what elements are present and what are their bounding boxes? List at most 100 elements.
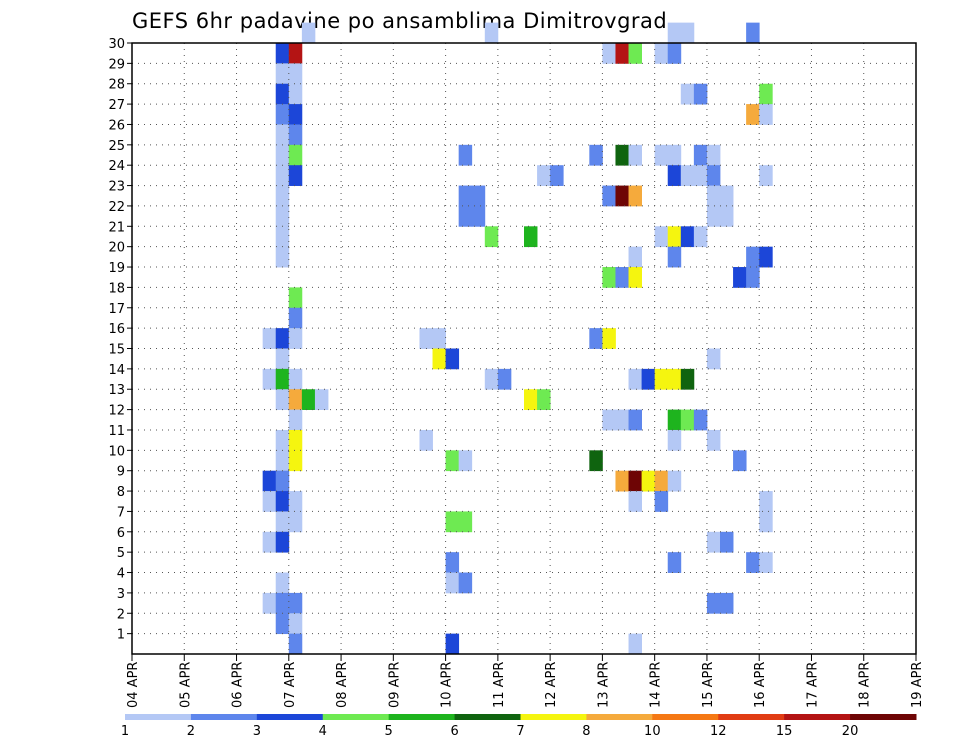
heatmap-cell xyxy=(759,246,773,268)
heatmap-cell xyxy=(484,368,499,390)
heatmap-cell xyxy=(680,83,695,105)
heatmap-cell xyxy=(680,22,695,44)
heatmap-cell xyxy=(706,531,721,553)
colorbar-label: 2 xyxy=(187,724,195,739)
heatmap-cell xyxy=(275,572,290,594)
heatmap-cell xyxy=(602,43,616,64)
heatmap-cell xyxy=(720,531,734,553)
heatmap-cell xyxy=(589,144,603,166)
heatmap-cell xyxy=(628,491,642,512)
colorbar-label: 1 xyxy=(121,724,129,739)
heatmap-cell xyxy=(275,246,290,268)
heatmap-cell xyxy=(262,328,277,349)
y-tick-label: 8 xyxy=(117,485,125,500)
heatmap-cell xyxy=(288,368,303,390)
heatmap-cell xyxy=(301,22,316,44)
y-tick-label: 21 xyxy=(108,220,125,235)
heatmap-cell xyxy=(550,165,564,186)
y-tick-label: 26 xyxy=(108,118,125,133)
heatmap-cell xyxy=(746,246,760,268)
y-tick-label: 13 xyxy=(108,383,125,398)
heatmap-cell xyxy=(628,43,642,64)
colorbar-swatch xyxy=(125,714,192,720)
heatmap-cell xyxy=(759,511,773,533)
heatmap-cell xyxy=(458,185,473,207)
heatmap-cell xyxy=(641,470,656,492)
heatmap-cell xyxy=(654,226,669,248)
heatmap-cell xyxy=(680,368,695,390)
heatmap-cell xyxy=(458,450,473,472)
heatmap-cell xyxy=(314,389,329,410)
heatmap-cell xyxy=(497,368,512,390)
x-tick-label: 15 APR xyxy=(701,662,716,708)
heatmap-cell xyxy=(706,165,721,186)
colorbar-swatch xyxy=(388,714,456,720)
heatmap-cell xyxy=(693,144,708,166)
heatmap-cell xyxy=(432,348,446,370)
heatmap-cell xyxy=(680,409,695,431)
heatmap-cell xyxy=(275,226,290,248)
heatmap-cell xyxy=(262,531,277,553)
heatmap-cell xyxy=(759,104,773,125)
heatmap-cell xyxy=(288,63,303,85)
heatmap-cell xyxy=(746,22,760,44)
heatmap-cell xyxy=(615,267,629,288)
y-tick-label: 2 xyxy=(117,607,125,622)
y-tick-label: 15 xyxy=(108,343,125,358)
x-tick-label: 06 APR xyxy=(231,662,246,708)
y-tick-label: 5 xyxy=(117,546,125,561)
heatmap-cell xyxy=(654,470,669,492)
heatmap-cell xyxy=(419,328,433,349)
heatmap-cell xyxy=(445,348,460,370)
heatmap-cell xyxy=(445,450,460,472)
colorbar-swatch xyxy=(784,714,851,720)
y-tick-label: 10 xyxy=(108,444,125,459)
heatmap-cell xyxy=(693,165,708,186)
heatmap-cell xyxy=(628,185,642,207)
colorbar-swatch xyxy=(454,714,521,720)
grid-lines xyxy=(132,43,916,654)
heatmap-cell xyxy=(615,185,629,207)
heatmap-cell xyxy=(733,450,747,472)
heatmap-cell xyxy=(759,552,773,573)
heatmap-cell xyxy=(628,267,642,288)
y-tick-label: 23 xyxy=(108,180,125,195)
heatmap-cell xyxy=(746,267,760,288)
colorbar-swatch xyxy=(652,714,719,720)
y-tick-label: 14 xyxy=(108,363,125,378)
colorbar-label: 20 xyxy=(842,724,859,739)
heatmap-cell xyxy=(602,328,616,349)
y-tick-label: 1 xyxy=(117,628,125,643)
heatmap-cell xyxy=(288,613,303,635)
heatmap-cell xyxy=(275,144,290,166)
heatmap-cell xyxy=(680,226,695,248)
heatmap-cell xyxy=(720,205,734,227)
heatmap-cell xyxy=(524,226,538,248)
heatmap-cell xyxy=(667,470,682,492)
heatmap-cell xyxy=(275,124,290,146)
colorbar-swatch xyxy=(256,714,324,720)
colorbar-label: 10 xyxy=(644,724,661,739)
heatmap-cell xyxy=(693,83,708,105)
heatmap-cell xyxy=(288,511,303,533)
heatmap-cell xyxy=(288,633,303,655)
heatmap-cell xyxy=(288,144,303,166)
y-tick-label: 7 xyxy=(117,505,125,520)
heatmap-cell xyxy=(654,368,669,390)
y-tick-label: 28 xyxy=(108,78,125,93)
heatmap-cell xyxy=(275,63,290,85)
heatmap-cell xyxy=(667,552,682,573)
colorbar-swatch xyxy=(586,714,653,720)
y-tick-label: 24 xyxy=(108,159,125,174)
colorbar-swatch xyxy=(322,714,390,720)
heatmap-cell xyxy=(615,409,629,431)
heatmap-cell xyxy=(275,185,290,207)
colorbar-label: 8 xyxy=(582,724,590,739)
heatmap-cell xyxy=(288,450,303,472)
heatmap-cell xyxy=(615,470,629,492)
heatmap-cell xyxy=(275,613,290,635)
heatmap-cell xyxy=(615,144,629,166)
heatmap-cell xyxy=(471,185,486,207)
x-tick-label: 09 APR xyxy=(387,662,402,708)
